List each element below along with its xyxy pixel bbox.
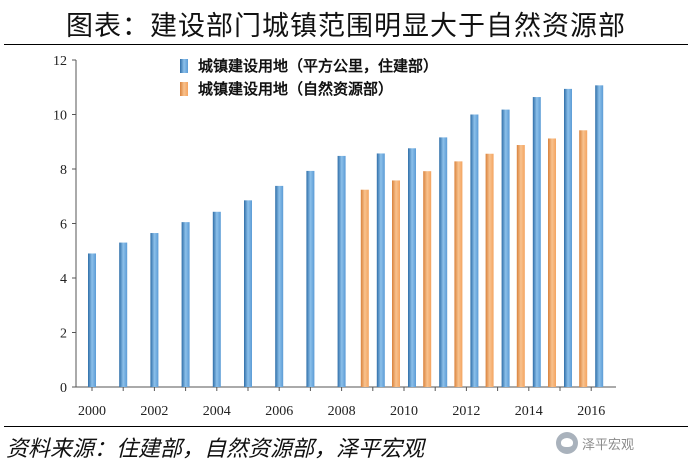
x-tick-label: 2014 <box>515 404 543 419</box>
bar-mnr-2009 <box>360 189 369 387</box>
legend-label: 城镇建设用地（自然资源部） <box>198 80 393 98</box>
title-rule <box>4 44 688 45</box>
chart-axes: 0 2 4 6 8 10 12 2000 2002 2004 2006 2008 2010 2012 201… <box>53 54 616 419</box>
bar-mohurd-2004 <box>212 211 221 387</box>
bar-mohurd-2008 <box>337 155 346 387</box>
x-tick-label: 2004 <box>203 404 231 419</box>
x-tick-label: 2010 <box>390 404 418 419</box>
x-tick-label: 2008 <box>328 404 356 419</box>
bar-mohurd-2016 <box>595 85 604 387</box>
bar-mohurd-2011 <box>439 137 448 387</box>
bar-mohurd-2001 <box>119 242 128 387</box>
watermark: 泽平宏观 <box>556 432 634 454</box>
bar-mohurd-2014 <box>532 97 541 387</box>
bar-mnr-2012 <box>454 161 463 387</box>
source-note: 资料来源：住建部，自然资源部，泽平宏观 <box>6 437 425 462</box>
bar-mohurd-2003 <box>181 222 190 387</box>
x-tick-label: 2000 <box>78 404 106 419</box>
x-tick-label: 2012 <box>452 404 480 419</box>
bar-mnr-2011 <box>423 171 432 387</box>
bar-mohurd-2015 <box>564 88 572 387</box>
chart-legend: 城镇建设用地（平方公里，住建部） 城镇建设用地（自然资源部） <box>180 57 438 98</box>
source-rule <box>4 426 688 427</box>
y-tick-label: 12 <box>53 54 67 69</box>
chart-title: 图表：建设部门城镇范围明显大于自然资源部 <box>66 11 626 42</box>
bar-mohurd-2013 <box>501 109 510 387</box>
y-tick-label: 10 <box>53 109 67 124</box>
bar-mnr-2010 <box>392 180 400 387</box>
bar-mohurd-2012 <box>470 114 479 387</box>
bar-mnr-2015 <box>548 138 556 387</box>
bar-mnr-2013 <box>485 153 494 387</box>
bar-mohurd-2000 <box>88 253 96 387</box>
x-tick-label: 2006 <box>265 404 293 419</box>
y-tick-label: 4 <box>60 272 67 287</box>
y-tick-label: 0 <box>60 381 67 396</box>
legend-label: 城镇建设用地（平方公里，住建部） <box>198 57 438 75</box>
wechat-logo-icon <box>556 432 578 454</box>
bar-mnr-2016 <box>579 130 588 387</box>
y-tick-label: 6 <box>60 218 67 233</box>
bar-mohurd-2009 <box>376 153 385 387</box>
bar-mnr-2014 <box>516 145 525 387</box>
bar-mohurd-2007 <box>306 170 315 387</box>
legend-swatch <box>180 82 188 96</box>
bar-mohurd-2006 <box>275 185 284 387</box>
watermark-text: 泽平宏观 <box>582 437 635 453</box>
bar-mohurd-2010 <box>408 148 416 387</box>
x-tick-label: 2016 <box>577 404 605 419</box>
y-tick-label: 2 <box>60 327 67 342</box>
bar-mohurd-2002 <box>150 233 159 387</box>
chart-bars <box>88 85 604 387</box>
bar-mohurd-2005 <box>244 200 252 387</box>
x-tick-label: 2002 <box>140 404 168 419</box>
legend-swatch <box>180 59 188 73</box>
y-tick-label: 8 <box>60 163 67 178</box>
